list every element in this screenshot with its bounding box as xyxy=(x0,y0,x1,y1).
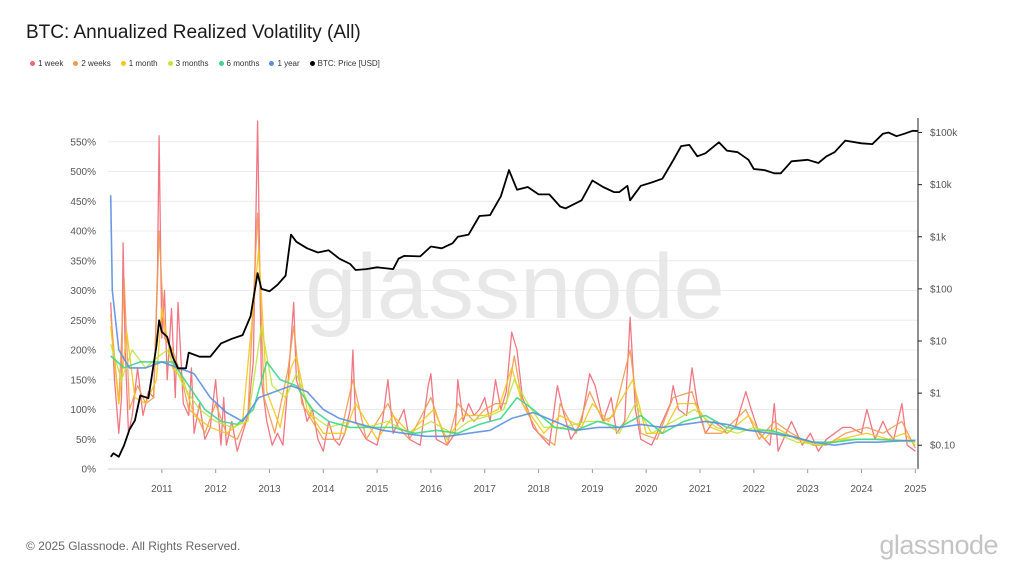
legend-item[interactable]: 1 week xyxy=(30,59,63,68)
watermark-text: glassnode xyxy=(305,236,724,338)
left-tick-label: 250% xyxy=(70,316,96,327)
chart-legend: 1 week 2 weeks 1 month 3 months 6 months 1 ye… xyxy=(30,59,380,68)
right-tick-label: $0.10 xyxy=(930,441,955,452)
footer-copyright: © 2025 Glassnode. All Rights Reserved. xyxy=(26,539,241,553)
legend-item[interactable]: BTC: Price [USD] xyxy=(309,59,380,68)
series-layer xyxy=(109,120,919,458)
x-tick-label: 2021 xyxy=(689,484,712,495)
x-axis-ticks: 2011 2012 2013 2014 2015 2016 2017 2018 2019 2020… xyxy=(151,469,927,495)
legend-label: 2 weeks xyxy=(81,59,111,68)
left-tick-label: 550% xyxy=(70,137,96,148)
footer-logo: glassnode xyxy=(879,530,998,560)
legend-swatch xyxy=(309,61,315,66)
series-line-2 xyxy=(110,248,916,446)
right-tick-label: $1k xyxy=(930,232,947,243)
left-tick-label: 50% xyxy=(76,435,96,446)
x-tick-label: 2024 xyxy=(850,484,873,495)
grid-lines xyxy=(108,141,918,470)
legend-swatch xyxy=(30,61,35,66)
chart-title: BTC: Annualized Realized Volatility (All… xyxy=(26,22,361,43)
right-tick-label: $100k xyxy=(930,128,958,139)
series-line-6 xyxy=(109,129,919,458)
legend-swatch xyxy=(269,61,275,66)
legend-label: 1 month xyxy=(128,59,158,68)
left-tick-label: 500% xyxy=(70,167,96,178)
right-axis-ticks: $0.10 $1 $10 $100 $1k $10k $100k xyxy=(918,128,958,452)
left-tick-label: 350% xyxy=(70,256,96,267)
x-tick-label: 2018 xyxy=(527,484,550,495)
right-tick-label: $10k xyxy=(930,180,953,191)
right-tick-label: $1 xyxy=(930,389,942,400)
legend-label: 1 year xyxy=(277,59,300,68)
x-tick-label: 2016 xyxy=(420,484,443,495)
legend-label: 3 months xyxy=(175,59,209,68)
left-tick-label: 300% xyxy=(70,286,96,297)
legend-item[interactable]: 6 months xyxy=(218,59,260,68)
legend-item[interactable]: 1 year xyxy=(269,59,300,68)
left-axis-ticks: 0% 50% 100% 150% 200% 250% 300% 350% 400% 450% 500… xyxy=(70,137,96,475)
left-tick-label: 200% xyxy=(70,346,96,357)
x-tick-label: 2017 xyxy=(474,484,497,495)
legend-label: BTC: Price [USD] xyxy=(317,59,380,68)
x-tick-label: 2022 xyxy=(743,484,766,495)
legend-item[interactable]: 3 months xyxy=(167,59,209,68)
x-tick-label: 2015 xyxy=(366,484,389,495)
right-tick-label: $100 xyxy=(930,284,953,295)
left-tick-label: 0% xyxy=(82,465,97,476)
x-tick-label: 2019 xyxy=(581,484,604,495)
legend-label: 1 week xyxy=(38,59,64,68)
series-line-4 xyxy=(110,355,916,443)
series-line-5 xyxy=(109,195,916,446)
left-tick-label: 100% xyxy=(70,405,96,416)
x-tick-label: 2020 xyxy=(635,484,658,495)
right-tick-label: $10 xyxy=(930,337,947,348)
x-tick-label: 2011 xyxy=(151,484,173,495)
left-tick-label: 450% xyxy=(70,197,96,208)
legend-item[interactable]: 1 month xyxy=(120,59,158,68)
x-tick-label: 2023 xyxy=(797,484,820,495)
legend-swatch xyxy=(218,61,224,66)
legend-swatch xyxy=(73,61,79,66)
legend-swatch xyxy=(167,61,173,66)
x-tick-label: 2012 xyxy=(205,484,228,495)
x-tick-label: 2025 xyxy=(904,484,927,495)
legend-label: 6 months xyxy=(226,59,260,68)
legend-swatch xyxy=(120,61,126,66)
series-line-3 xyxy=(110,325,916,446)
x-tick-label: 2014 xyxy=(312,484,335,495)
legend-item[interactable]: 2 weeks xyxy=(73,59,111,68)
left-tick-label: 400% xyxy=(70,227,96,238)
x-tick-label: 2013 xyxy=(258,484,281,495)
left-tick-label: 150% xyxy=(70,375,96,386)
